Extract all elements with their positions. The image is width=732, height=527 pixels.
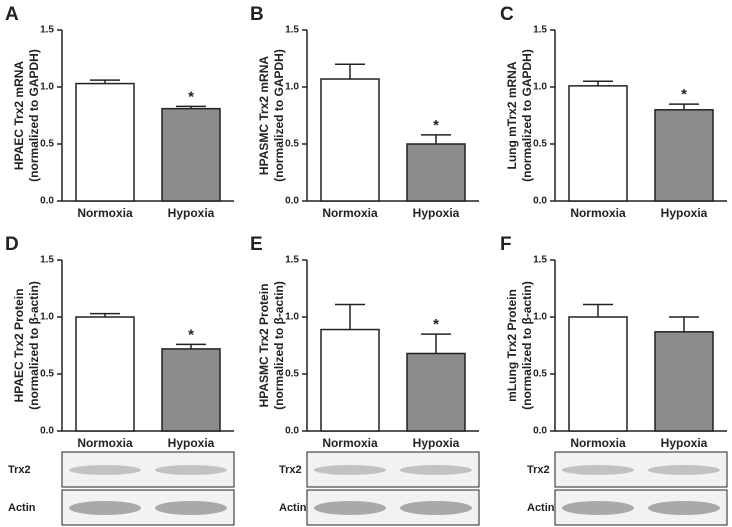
x-tick-label: Normoxia <box>322 436 378 450</box>
bar <box>320 78 380 202</box>
significance: * <box>188 88 194 105</box>
y-axis-label: HPASMC Trx2 Protein <box>257 284 271 408</box>
y-tick-label: 1.0 <box>533 312 547 323</box>
blot-band <box>562 501 634 515</box>
bar <box>406 143 466 202</box>
y-axis-label: (normalized to β-actin) <box>272 281 286 410</box>
x-tick-label: Hypoxia <box>661 436 708 450</box>
significance: * <box>433 316 439 333</box>
panel-letter: D <box>5 234 19 255</box>
y-tick-label: 1.5 <box>285 255 299 266</box>
y-axis-label: (normalized to β-actin) <box>27 281 41 410</box>
y-tick-label: 0.0 <box>533 196 547 207</box>
y-tick-label: 0.5 <box>40 139 54 150</box>
y-tick-label: 1.0 <box>285 312 299 323</box>
blot-band <box>155 465 227 475</box>
x-tick-label: Hypoxia <box>413 436 460 450</box>
y-tick-label: 0.0 <box>40 426 54 437</box>
y-tick-label: 1.5 <box>40 25 54 36</box>
y-tick-label: 1.0 <box>40 312 54 323</box>
bar <box>654 331 714 432</box>
y-tick-label: 0.0 <box>285 426 299 437</box>
y-tick-label: 0.0 <box>533 426 547 437</box>
x-tick-label: Hypoxia <box>413 206 460 220</box>
bar <box>320 328 380 432</box>
blot-band <box>562 465 634 475</box>
blot-band <box>69 501 141 515</box>
blot-label: Actin <box>527 502 555 514</box>
blot-band <box>314 465 386 475</box>
x-tick-label: Normoxia <box>322 206 378 220</box>
y-axis-label: (normalized to β-actin) <box>520 281 534 410</box>
x-tick-label: Normoxia <box>570 206 626 220</box>
blot-label: Trx2 <box>279 464 302 476</box>
y-tick-label: 1.5 <box>285 25 299 36</box>
y-tick-label: 0.5 <box>40 369 54 380</box>
bar <box>75 316 135 432</box>
bar <box>75 82 135 202</box>
blot-band <box>314 501 386 515</box>
blot-label: Actin <box>279 502 307 514</box>
y-tick-label: 1.0 <box>285 82 299 93</box>
blot-band <box>648 465 720 475</box>
panel-letter: F <box>500 234 512 255</box>
y-tick-label: 0.5 <box>285 369 299 380</box>
bar <box>568 85 628 202</box>
y-tick-label: 1.0 <box>40 82 54 93</box>
panel-letter: E <box>250 234 263 255</box>
significance: * <box>188 326 194 343</box>
y-tick-label: 0.0 <box>40 196 54 207</box>
y-axis-label: HPAEC Trx2 Protein <box>12 289 26 403</box>
y-axis-label: (normalized to GAPDH) <box>27 49 41 182</box>
panel-letter: B <box>250 4 264 25</box>
y-axis-label: (normalized to GAPDH) <box>272 49 286 182</box>
blot-band <box>400 501 472 515</box>
x-tick-label: Normoxia <box>77 206 133 220</box>
significance: * <box>433 117 439 134</box>
panel-letter: A <box>5 4 19 25</box>
x-tick-label: Hypoxia <box>661 206 708 220</box>
y-axis-label: (normalized to GAPDH) <box>520 49 534 182</box>
y-tick-label: 0.5 <box>533 139 547 150</box>
y-tick-label: 1.5 <box>533 255 547 266</box>
x-tick-label: Normoxia <box>77 436 133 450</box>
bar <box>654 109 714 202</box>
bar <box>161 348 221 432</box>
panel-letter: C <box>500 4 514 25</box>
blot-label: Actin <box>8 502 36 514</box>
bar <box>406 352 466 432</box>
x-tick-label: Hypoxia <box>168 436 215 450</box>
y-tick-label: 1.5 <box>533 25 547 36</box>
y-tick-label: 0.5 <box>285 139 299 150</box>
blot-label: Trx2 <box>8 464 31 476</box>
blot-band <box>648 501 720 515</box>
y-tick-label: 1.0 <box>533 82 547 93</box>
y-axis-label: mLung Trx2 Protein <box>505 289 519 402</box>
bar <box>568 316 628 432</box>
blot-label: Trx2 <box>527 464 550 476</box>
blot-band <box>400 465 472 475</box>
y-tick-label: 0.0 <box>285 196 299 207</box>
significance: * <box>681 86 687 103</box>
blot-band <box>69 465 141 475</box>
y-axis-label: Lung mTrx2 mRNA <box>505 61 519 169</box>
y-tick-label: 0.5 <box>533 369 547 380</box>
y-axis-label: HPASMC Trx2 mRNA <box>257 56 271 175</box>
blot-band <box>155 501 227 515</box>
y-tick-label: 1.5 <box>40 255 54 266</box>
x-tick-label: Hypoxia <box>168 206 215 220</box>
bar <box>161 107 221 202</box>
x-tick-label: Normoxia <box>570 436 626 450</box>
y-axis-label: HPAEC Trx2 mRNA <box>12 61 26 170</box>
